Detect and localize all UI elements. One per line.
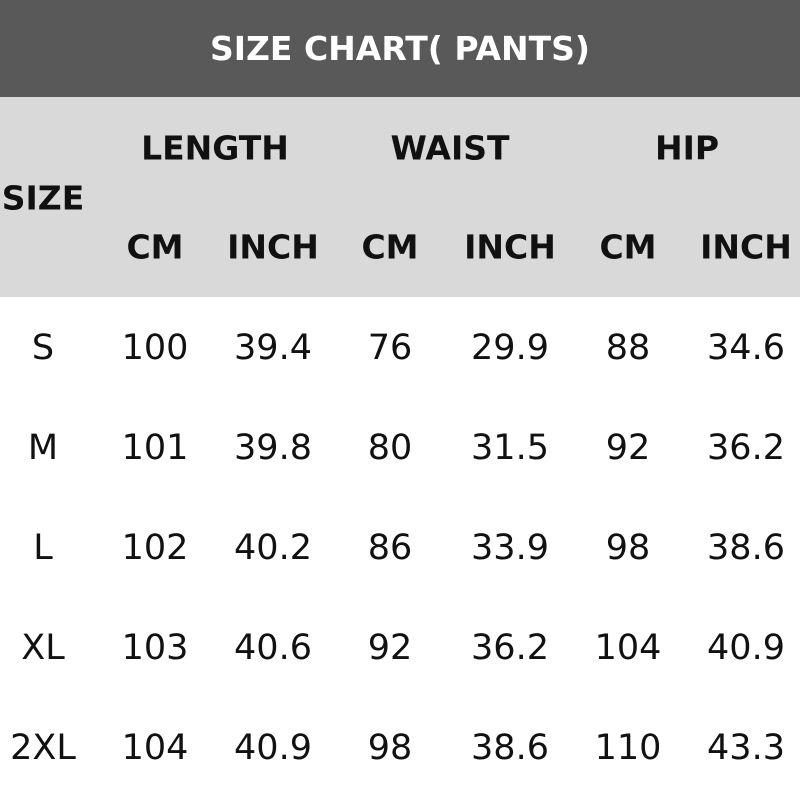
header-band (0, 97, 800, 297)
table-cell: 104 (121, 728, 189, 768)
unit-header: INCH (700, 227, 792, 267)
table-cell: 40.6 (234, 628, 312, 668)
table-cell: 101 (121, 428, 189, 468)
size-cell: 2XL (10, 728, 76, 768)
unit-header: INCH (464, 227, 556, 267)
unit-header: CM (599, 227, 657, 267)
table-cell: 110 (594, 728, 662, 768)
table-cell: 36.2 (471, 628, 549, 668)
table-cell: 86 (367, 528, 413, 568)
group-header-hip: HIP (654, 128, 720, 168)
size-cell: XL (21, 628, 65, 668)
table-cell: 92 (367, 628, 413, 668)
title-bar: SIZE CHART( PANTS) (0, 0, 800, 97)
table-cell: 36.2 (707, 428, 785, 468)
table-cell: 100 (121, 328, 189, 368)
table-cell: 31.5 (471, 428, 549, 468)
group-header-waist: WAIST (390, 128, 510, 168)
table-cell: 40.2 (234, 528, 312, 568)
table-cell: 43.3 (707, 728, 785, 768)
unit-header: CM (361, 227, 419, 267)
table-cell: 34.6 (707, 328, 785, 368)
size-cell: S (31, 328, 55, 368)
table-cell: 40.9 (234, 728, 312, 768)
unit-header: CM (126, 227, 184, 267)
unit-header: INCH (227, 227, 319, 267)
table-cell: 38.6 (707, 528, 785, 568)
table-cell: 98 (605, 528, 651, 568)
table-cell: 33.9 (471, 528, 549, 568)
size-cell: M (27, 428, 59, 468)
table-cell: 39.4 (234, 328, 312, 368)
group-header-length: LENGTH (141, 128, 289, 168)
table-cell: 104 (594, 628, 662, 668)
table-cell: 40.9 (707, 628, 785, 668)
chart-title: SIZE CHART( PANTS) (209, 29, 591, 68)
table-cell: 98 (367, 728, 413, 768)
table-cell: 39.8 (234, 428, 312, 468)
table-cell: 102 (121, 528, 189, 568)
table-cell: 29.9 (471, 328, 549, 368)
table-cell: 76 (367, 328, 413, 368)
table-cell: 38.6 (471, 728, 549, 768)
size-cell: L (33, 528, 53, 568)
size-column-header: SIZE (1, 178, 85, 218)
table-cell: 88 (605, 328, 651, 368)
table-cell: 103 (121, 628, 189, 668)
table-cell: 80 (367, 428, 413, 468)
table-cell: 92 (605, 428, 651, 468)
